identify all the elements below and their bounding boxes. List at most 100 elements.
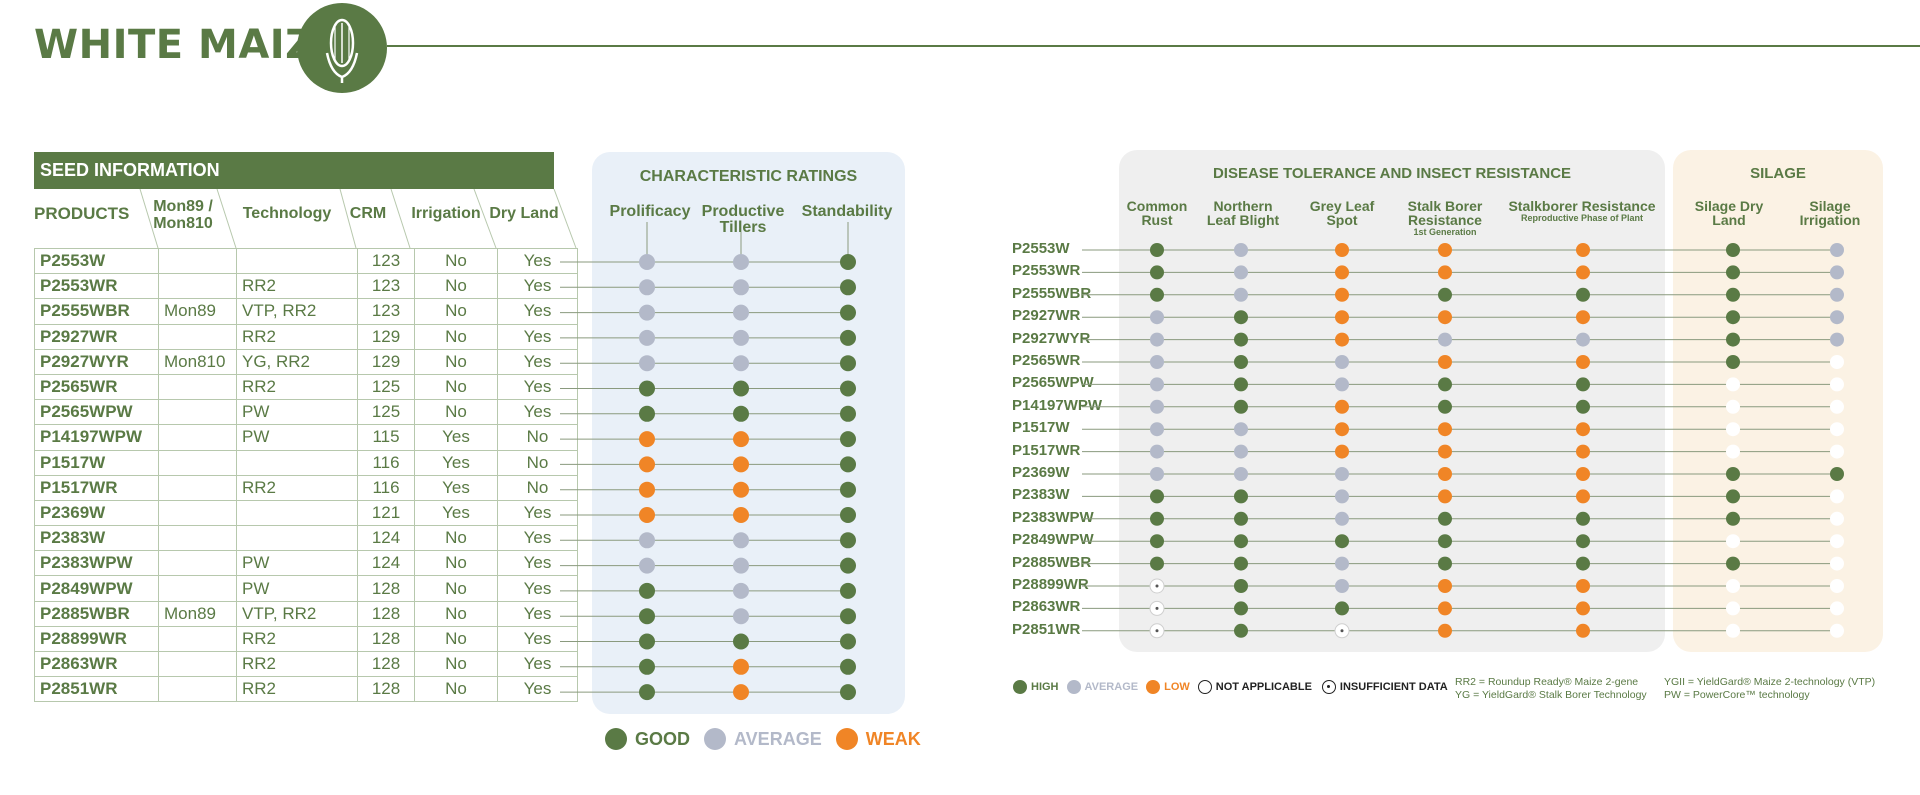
rating-dot <box>1830 556 1844 571</box>
technology-cell: RR2 <box>236 625 358 653</box>
rating-dot <box>1726 355 1740 369</box>
irrigation-cell: No <box>414 525 498 552</box>
rating-dot <box>1438 489 1452 504</box>
dry-land-cell: Yes <box>497 499 578 527</box>
rating-dot <box>1335 243 1349 257</box>
rating-dot <box>1438 243 1452 257</box>
legend-average: AVERAGE <box>1084 681 1139 693</box>
legend-good: GOOD <box>635 728 691 749</box>
rating-dot <box>840 507 856 523</box>
rating-dot <box>639 431 655 448</box>
product-cell: P2553W <box>34 247 159 275</box>
rating-dot <box>733 405 749 422</box>
rating-dot <box>1576 623 1590 638</box>
rating-dot <box>733 633 749 650</box>
rating-dot <box>1234 556 1248 571</box>
legend-high: HIGH <box>1031 681 1059 693</box>
technology-cell: RR2 <box>236 474 358 501</box>
product-cell: P1517WR <box>34 474 159 501</box>
table-row: P2555WBR Mon89 VTP, RR2 123 No Yes <box>34 298 578 325</box>
product-cell: P2383W <box>34 525 159 552</box>
rating-dot <box>1830 399 1844 414</box>
rating-dot <box>1150 422 1164 437</box>
rating-dot <box>639 507 655 523</box>
rating-dot <box>1335 489 1349 504</box>
crm-cell: 124 <box>357 550 415 577</box>
rating-dot <box>639 254 655 270</box>
disease-product-label: P2553WR <box>1012 262 1081 280</box>
rating-dot <box>639 481 655 498</box>
rating-dot <box>733 557 749 574</box>
disease-product-label: P2565WPW <box>1012 374 1094 392</box>
product-cell: P2885WBR <box>34 600 159 627</box>
rating-dot <box>1234 511 1248 526</box>
rating-dot <box>1335 377 1349 392</box>
table-row: P1517W 116 Yes No <box>34 449 578 476</box>
rating-dot <box>1150 444 1164 459</box>
rating-dot <box>1150 489 1164 504</box>
rating-dot <box>1234 310 1248 325</box>
average-dot-icon <box>704 728 727 750</box>
characteristic-dots <box>560 222 856 701</box>
rating-dot <box>639 279 655 296</box>
rating-dot <box>840 456 856 473</box>
rating-dot <box>733 254 749 270</box>
crm-cell: 128 <box>357 625 415 653</box>
irrigation-cell: No <box>414 348 498 375</box>
rating-dot <box>1830 243 1844 257</box>
rating-dot <box>1150 556 1164 571</box>
rating-dot <box>1335 556 1349 571</box>
rating-dot <box>840 582 856 599</box>
mon-cell: Mon89 <box>158 600 237 627</box>
crm-cell: 116 <box>357 474 415 501</box>
header-silage-irrigation: Silage Irrigation <box>1799 198 1861 228</box>
rating-dot <box>1726 265 1740 280</box>
crm-cell: 128 <box>357 650 415 678</box>
table-row: P2851WR RR2 128 No Yes <box>34 676 578 703</box>
crm-cell: 129 <box>357 323 415 350</box>
rating-dot <box>1576 287 1590 302</box>
rating-dot <box>1335 287 1349 302</box>
disease-product-label: P2555WBR <box>1012 284 1092 302</box>
irrigation-cell: No <box>414 399 498 426</box>
header-common-rust: Common Rust <box>1126 198 1188 228</box>
rating-dot <box>639 684 655 701</box>
header-prolificacy: Prolificacy <box>609 203 691 220</box>
product-cell: P2553WR <box>34 273 159 300</box>
table-row: P2863WR RR2 128 No Yes <box>34 650 578 678</box>
rating-dot <box>1830 534 1844 549</box>
rating-dot <box>1726 556 1740 571</box>
average-dot-icon <box>1066 680 1081 694</box>
technology-cell: RR2 <box>236 373 358 401</box>
disease-product-label: P2849WPW <box>1012 531 1094 549</box>
rating-dot <box>639 608 655 625</box>
table-row: P14197WPW PW 115 Yes No <box>34 424 578 451</box>
insufficient-data-mark <box>1155 584 1159 588</box>
header-products: PRODUCTS <box>34 204 130 223</box>
rating-dot <box>840 481 856 498</box>
irrigation-cell: Yes <box>414 499 498 527</box>
dry-land-cell: Yes <box>497 550 578 577</box>
rating-dot <box>1576 310 1590 325</box>
notes-col1: RR2 = Roundup Ready® Maize 2-gene YG = Y… <box>1455 676 1647 702</box>
disease-panel <box>1119 150 1665 652</box>
technology-cell <box>236 525 358 552</box>
rating-dot <box>639 582 655 599</box>
dry-land-cell: Yes <box>497 650 578 678</box>
dry-land-cell: Yes <box>497 247 578 275</box>
product-cell: P28899WR <box>34 625 159 653</box>
irrigation-cell: No <box>414 676 498 703</box>
rating-dot <box>1576 579 1590 593</box>
legend-insufficient-data: INSUFFICIENT DATA <box>1339 681 1448 693</box>
technology-cell <box>236 247 358 275</box>
table-row: P2885WBR Mon89 VTP, RR2 128 No Yes <box>34 600 578 627</box>
rating-dot <box>1576 243 1590 257</box>
rating-dot <box>733 355 749 372</box>
rating-dot <box>733 532 749 549</box>
insufficient-data-mark <box>1155 606 1159 610</box>
rating-dot <box>1576 422 1590 437</box>
rating-dot <box>1438 467 1452 481</box>
rating-dot <box>733 380 749 397</box>
technology-cell: PW <box>236 550 358 577</box>
mon-cell <box>158 273 237 300</box>
